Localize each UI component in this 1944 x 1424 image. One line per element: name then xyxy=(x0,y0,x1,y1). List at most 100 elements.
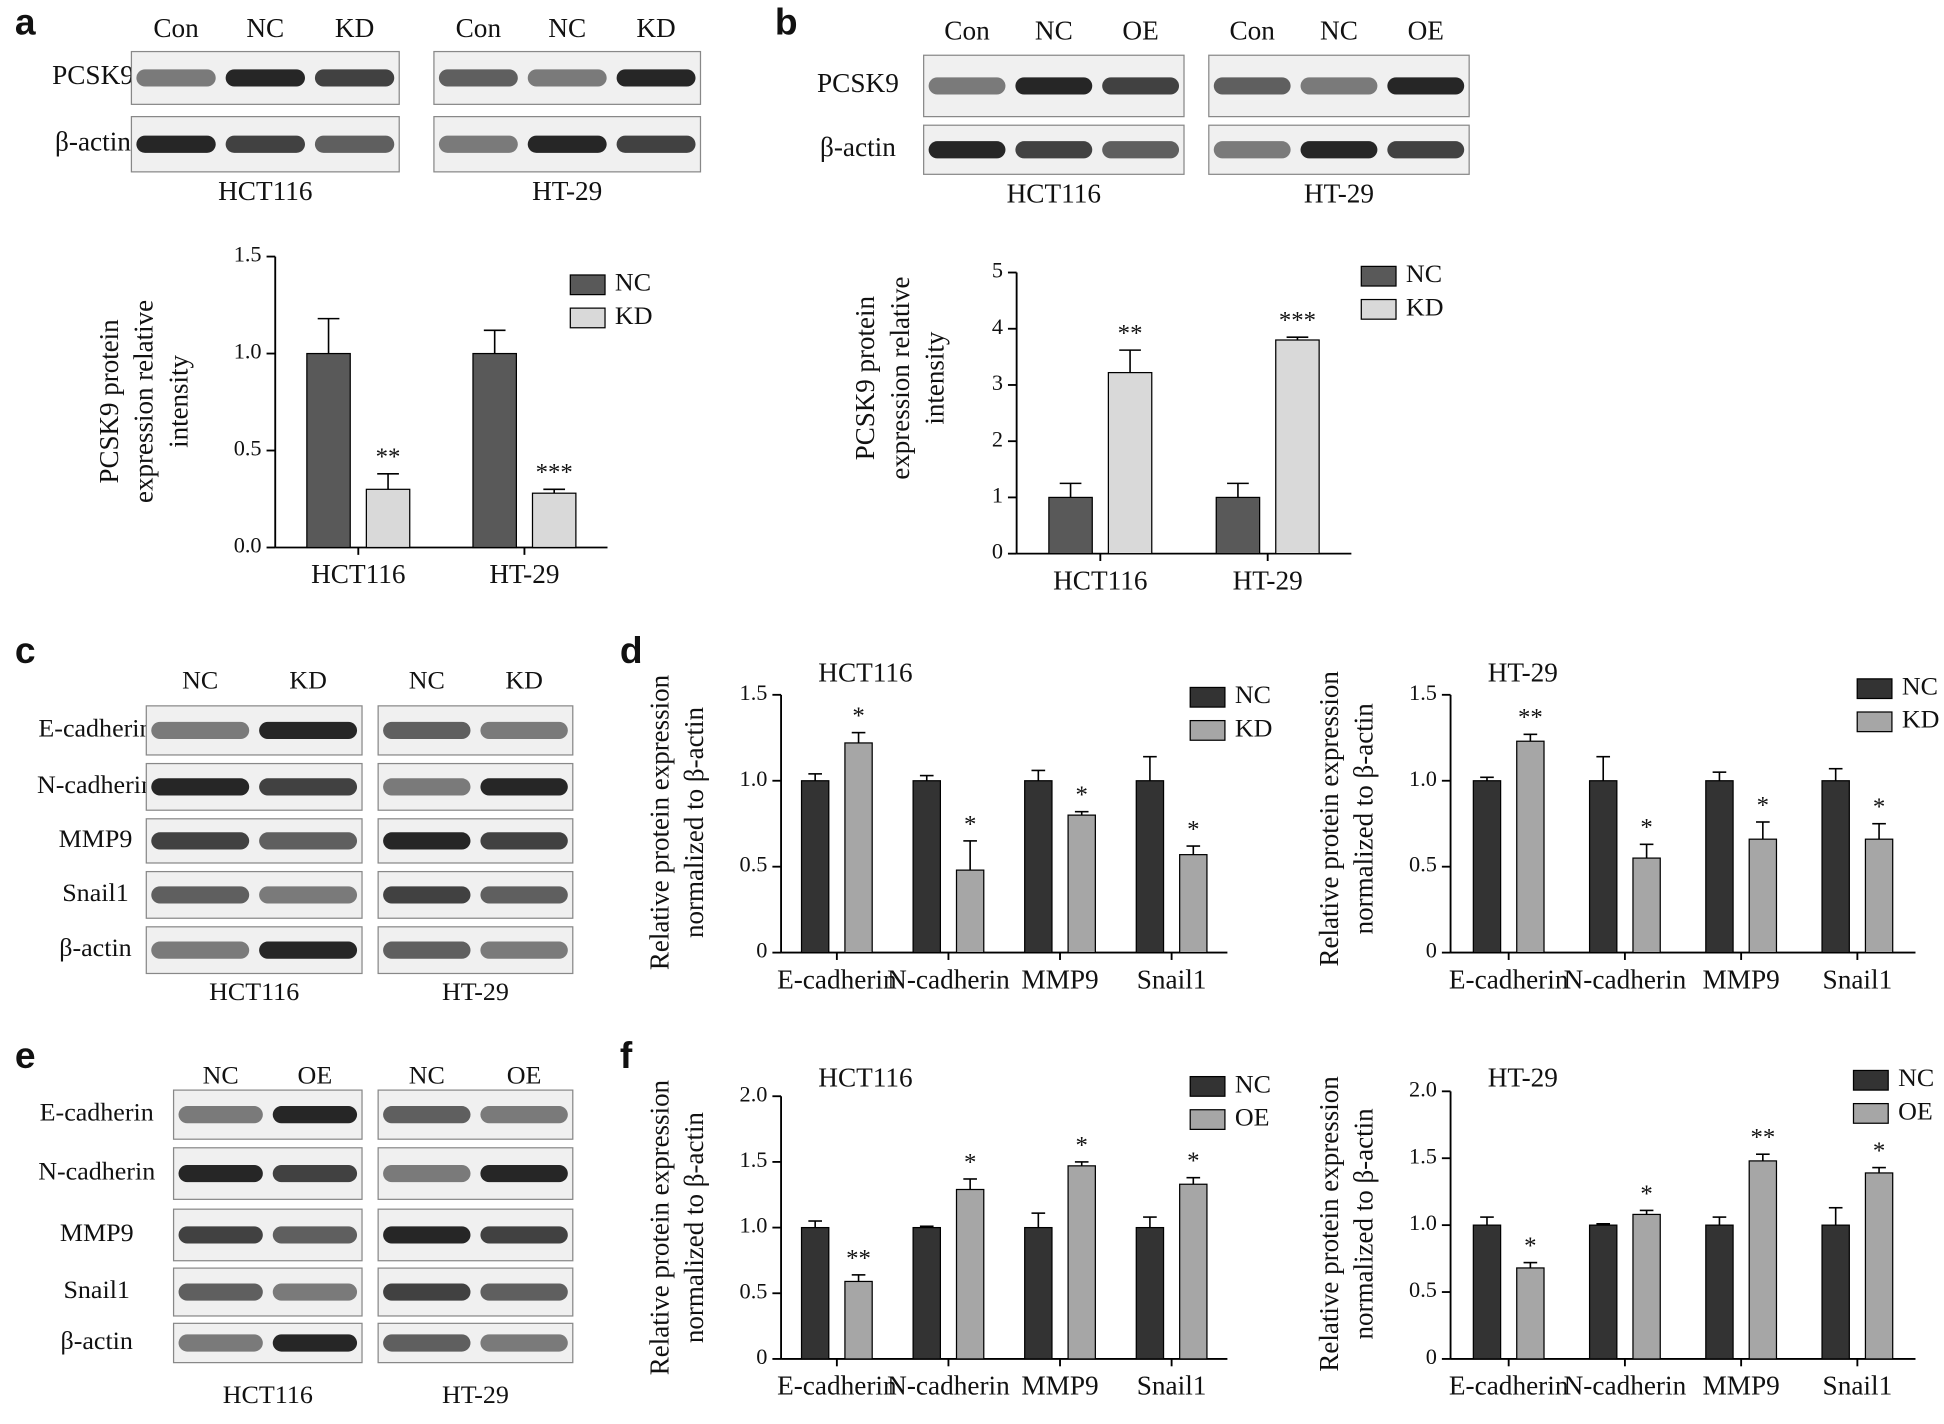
blot-row-label: β-actin xyxy=(55,127,131,157)
error-bar xyxy=(1186,845,1201,855)
error-bar xyxy=(1186,1176,1201,1185)
bar xyxy=(1632,1213,1661,1360)
blot-band xyxy=(383,1334,471,1352)
legend-swatch xyxy=(569,307,606,329)
bar xyxy=(306,352,351,549)
blot-band xyxy=(151,941,250,959)
blot-band xyxy=(480,1283,568,1301)
blot-lane-label: OE xyxy=(507,1061,542,1090)
error-bar xyxy=(1828,1206,1843,1226)
y-tick-label: 3 xyxy=(992,370,1003,395)
blot-band xyxy=(259,721,358,740)
error-bar xyxy=(1031,1212,1046,1228)
blot-row-label: β-actin xyxy=(59,933,132,962)
chart-title: HCT116 xyxy=(818,657,912,687)
blot-lane-label: NC xyxy=(409,666,445,695)
legend-label: NC xyxy=(1898,1063,1934,1092)
blot-band xyxy=(480,1226,568,1244)
blot-band xyxy=(383,721,471,740)
x-tick-label: Snail1 xyxy=(1137,1371,1207,1401)
bar xyxy=(1107,371,1153,555)
legend-swatch xyxy=(569,274,606,296)
error-bar xyxy=(1639,843,1654,859)
significance: *** xyxy=(1279,307,1316,334)
significance: * xyxy=(1873,1138,1885,1165)
y-axis-label: PCSK9 protein xyxy=(94,319,124,484)
blot-lane-label: KD xyxy=(289,666,327,695)
bar xyxy=(365,488,411,549)
blot-band xyxy=(480,886,568,904)
blot-band xyxy=(225,135,305,153)
y-axis-label: expression relative xyxy=(885,277,915,480)
x-tick-label: N-cadherin xyxy=(887,1371,1010,1401)
y-tick-label: 1 xyxy=(992,483,1003,508)
error-bar xyxy=(543,488,566,494)
blot-band xyxy=(1015,77,1093,95)
chart-title: HCT116 xyxy=(818,1063,912,1093)
blot-band xyxy=(178,1164,263,1183)
legend-swatch xyxy=(1856,711,1893,733)
y-tick-label: 2.0 xyxy=(740,1081,768,1106)
legend-label: NC xyxy=(1902,672,1938,701)
blot-band xyxy=(136,135,216,153)
significance: * xyxy=(1076,782,1088,809)
x-tick-label: HT-29 xyxy=(1233,565,1303,595)
blot-band xyxy=(178,1226,263,1244)
blot-lane-label: Con xyxy=(1229,15,1275,45)
bar xyxy=(472,352,517,549)
bar xyxy=(1588,780,1618,954)
legend-label: KD xyxy=(1902,705,1940,734)
significance: * xyxy=(1524,1233,1536,1260)
y-tick-label: 0 xyxy=(1426,1344,1437,1369)
blot-band xyxy=(480,832,568,850)
error-bar xyxy=(1828,767,1843,781)
blot-band xyxy=(383,1106,471,1124)
bar xyxy=(1024,1226,1053,1360)
blot-cell-label: HT-29 xyxy=(442,1380,509,1409)
legend-label: KD xyxy=(1406,292,1444,321)
blot-band xyxy=(314,69,395,87)
error-bar xyxy=(1872,822,1886,840)
significance: * xyxy=(1187,816,1199,843)
blot-band xyxy=(1102,141,1180,159)
blot-band xyxy=(136,69,216,87)
significance: * xyxy=(852,703,864,730)
bar xyxy=(912,780,942,954)
y-tick-label: 1.5 xyxy=(740,1147,768,1172)
significance: * xyxy=(1187,1148,1199,1175)
significance: ** xyxy=(846,1245,871,1272)
blot-lane-label: OE xyxy=(1122,15,1158,45)
bar xyxy=(1588,1224,1618,1360)
blot-row-label: E-cadherin xyxy=(40,1098,154,1127)
x-tick-label: MMP9 xyxy=(1021,1371,1098,1401)
blot-band xyxy=(383,886,471,904)
panel-label: c xyxy=(15,629,36,671)
x-tick-label: E-cadherin xyxy=(1449,964,1569,994)
y-tick-label: 0.0 xyxy=(234,533,262,558)
y-tick-label: 0.5 xyxy=(1409,1277,1437,1302)
legend-swatch xyxy=(1856,678,1893,700)
bar xyxy=(1821,1224,1850,1360)
error-bar xyxy=(808,773,822,781)
error-bar xyxy=(851,1274,866,1282)
error-bar xyxy=(963,1178,977,1190)
blot-band xyxy=(616,69,696,87)
error-bar xyxy=(1596,1222,1611,1226)
error-bar xyxy=(377,473,399,490)
bar xyxy=(1748,838,1778,954)
x-tick-label: N-cadherin xyxy=(1564,964,1687,994)
blot-band xyxy=(480,778,568,796)
blot-lane-label: KD xyxy=(505,666,543,695)
y-tick-label: 1.5 xyxy=(1409,1143,1437,1168)
bar xyxy=(1632,857,1661,954)
blot-band xyxy=(151,886,250,904)
error-bar xyxy=(1143,1216,1157,1228)
blot-lane-label: NC xyxy=(409,1061,445,1090)
error-bar xyxy=(1286,336,1309,340)
blot-cell-label: HCT116 xyxy=(209,977,299,1006)
y-axis-label: Relative protein expression xyxy=(644,674,674,970)
legend-label: OE xyxy=(1898,1096,1933,1125)
error-bar xyxy=(1074,1161,1089,1166)
x-tick-label: N-cadherin xyxy=(887,964,1010,994)
significance: * xyxy=(1640,1180,1652,1207)
